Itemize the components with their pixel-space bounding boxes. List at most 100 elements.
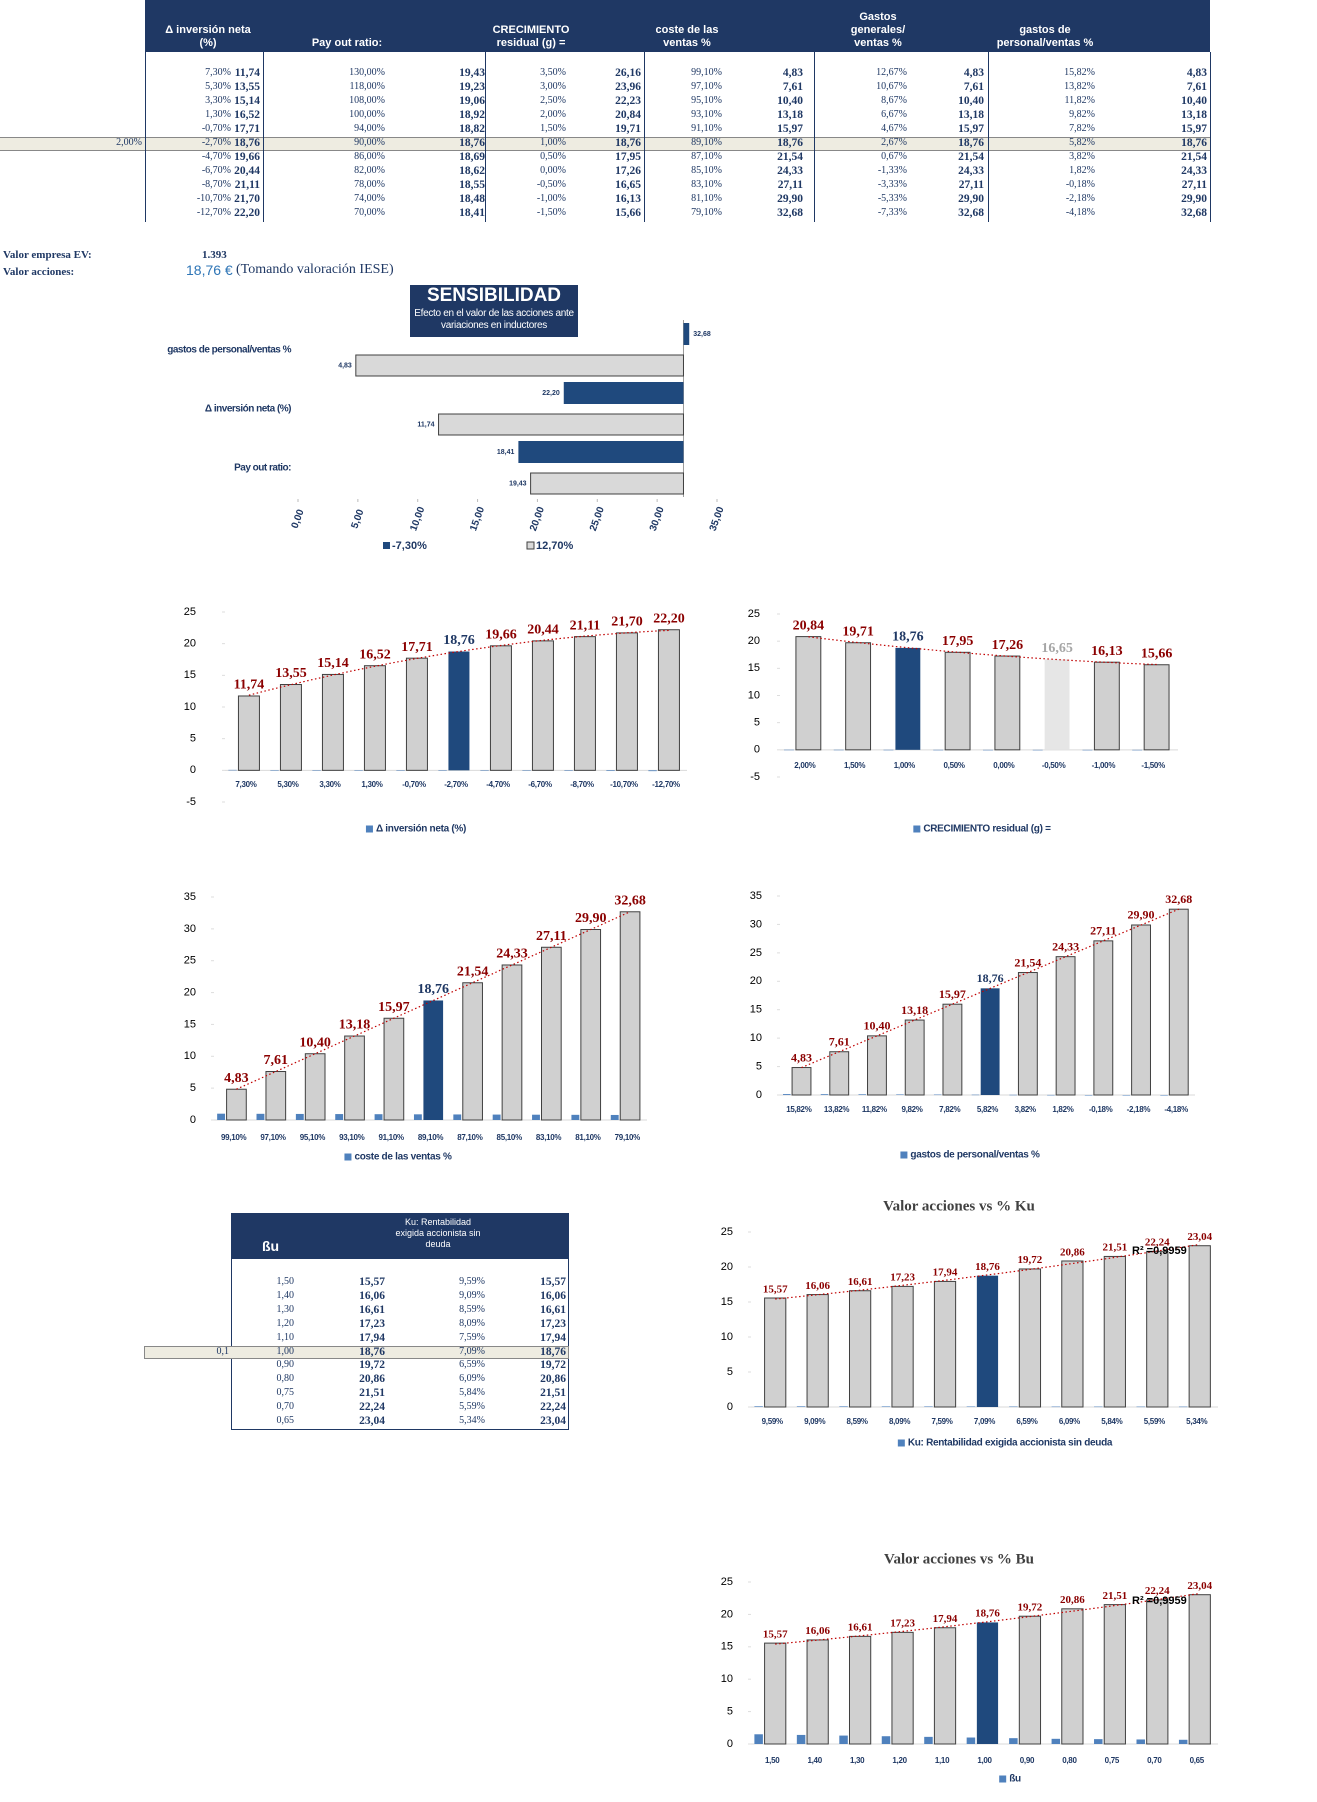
data-label: 32,68 bbox=[614, 894, 646, 909]
param-cell: 93,10% bbox=[691, 109, 722, 120]
param-cell: 9,09% bbox=[459, 1289, 485, 1301]
x-tick-label: -6,70% bbox=[528, 780, 552, 789]
bar bbox=[396, 770, 405, 771]
x-tick-label: 1,30% bbox=[361, 780, 382, 789]
data-label: 24,33 bbox=[1052, 939, 1079, 953]
bar bbox=[265, 1071, 287, 1121]
data-label: 21,11 bbox=[570, 618, 601, 633]
x-tick-label: 30,00 bbox=[648, 505, 667, 533]
param-cell: -5,33% bbox=[877, 193, 907, 204]
bar bbox=[541, 946, 562, 1121]
value-cell: 16,61 bbox=[359, 1303, 385, 1316]
param-cell: -2,70% bbox=[201, 137, 231, 148]
bar bbox=[980, 988, 1000, 1095]
value-cell: 21,70 bbox=[234, 193, 260, 205]
x-tick-label: -0,18% bbox=[1089, 1105, 1113, 1114]
bar bbox=[530, 472, 684, 495]
param-cell: 91,10% bbox=[691, 123, 722, 134]
bar bbox=[1051, 1406, 1061, 1408]
bar bbox=[237, 695, 260, 771]
bar bbox=[796, 1406, 806, 1407]
value-cell: 10,40 bbox=[958, 95, 984, 107]
param-cell: -10,70% bbox=[196, 193, 231, 204]
y-tick-label: 15 bbox=[184, 1018, 196, 1030]
title-box bbox=[410, 285, 578, 337]
bar bbox=[1093, 661, 1120, 751]
bar bbox=[783, 1094, 791, 1095]
value-cell: 23,04 bbox=[540, 1415, 566, 1427]
value-cell: 18,76 bbox=[459, 137, 485, 149]
y-tick-label: 5 bbox=[727, 1366, 733, 1378]
param-cell: 1,20 bbox=[276, 1317, 295, 1329]
param-cell: 81,10% bbox=[691, 193, 722, 204]
data-label: 15,97 bbox=[939, 987, 966, 1001]
param-cell: 13,82% bbox=[1064, 81, 1095, 92]
param-cell: 5,82% bbox=[1069, 137, 1095, 148]
data-label: 18,76 bbox=[975, 1608, 1000, 1620]
data-label: 20,84 bbox=[793, 618, 825, 633]
param-cell: 95,10% bbox=[691, 95, 722, 106]
param-cell: 86,00% bbox=[354, 151, 385, 162]
bar bbox=[480, 770, 489, 771]
x-tick-label: 10,00 bbox=[408, 505, 427, 533]
value-cell: 21,11 bbox=[234, 179, 260, 191]
data-label: 17,23 bbox=[890, 1618, 915, 1630]
trendline bbox=[775, 1243, 1200, 1300]
y-tick-label: 5 bbox=[754, 717, 760, 729]
y-tick-label: 25 bbox=[721, 1576, 733, 1588]
value-cell: 18,69 bbox=[459, 151, 485, 163]
x-tick-label: 1,40 bbox=[807, 1756, 822, 1765]
bar bbox=[489, 645, 512, 771]
bar bbox=[891, 1285, 914, 1408]
bar bbox=[976, 1622, 999, 1744]
param-cell: 4,67% bbox=[881, 123, 907, 134]
param-cell: 83,10% bbox=[691, 179, 722, 190]
value-cell: 23,96 bbox=[615, 81, 641, 93]
param-cell: -0,50% bbox=[536, 179, 566, 190]
bar bbox=[754, 1734, 763, 1744]
bar bbox=[615, 632, 638, 771]
y-tick-label: 10 bbox=[721, 1673, 733, 1685]
value-cell: 18,92 bbox=[459, 109, 485, 121]
y-tick-label: 15 bbox=[184, 669, 196, 681]
value-cell: 7,61 bbox=[1186, 81, 1207, 93]
data-label: 13,55 bbox=[275, 666, 307, 681]
bar bbox=[374, 1114, 383, 1120]
x-tick-label: -10,70% bbox=[610, 780, 638, 789]
x-tick-label: 5,59% bbox=[1144, 1417, 1165, 1426]
data-label: 17,23 bbox=[890, 1272, 915, 1284]
bar bbox=[1018, 1268, 1042, 1408]
bar bbox=[619, 911, 641, 1121]
bar bbox=[924, 1736, 933, 1744]
data-label: 4,83 bbox=[791, 1050, 812, 1064]
data-label: 18,76 bbox=[892, 630, 924, 645]
param-cell: 3,30% bbox=[205, 95, 231, 106]
value-cell: 21,54 bbox=[1181, 151, 1207, 163]
data-label: 18,76 bbox=[977, 971, 1004, 985]
bar bbox=[858, 1094, 867, 1095]
x-tick-label: 5,00 bbox=[349, 508, 366, 530]
x-tick-label: 3,82% bbox=[1015, 1105, 1036, 1114]
data-label: 19,72 bbox=[1018, 1254, 1043, 1266]
param-cell: 12,67% bbox=[876, 67, 907, 78]
bar bbox=[933, 1627, 957, 1745]
value-cell: 15,57 bbox=[359, 1276, 385, 1288]
x-tick-label: 0,65 bbox=[1190, 1756, 1205, 1765]
data-label: 16,52 bbox=[359, 647, 391, 662]
legend-swatch bbox=[999, 1775, 1007, 1783]
bar bbox=[839, 1406, 848, 1407]
param-cell: -8,70% bbox=[201, 179, 231, 190]
bar bbox=[423, 1000, 444, 1120]
legend-swatch bbox=[383, 542, 390, 549]
value-cell: 13,55 bbox=[234, 81, 260, 93]
x-tick-label: 6,59% bbox=[1016, 1417, 1037, 1426]
data-label: 21,51 bbox=[1102, 1590, 1127, 1602]
param-cell: 90,00% bbox=[354, 137, 385, 148]
x-tick-label: 3,30% bbox=[319, 780, 340, 789]
bar bbox=[806, 1639, 829, 1745]
bar bbox=[924, 1406, 933, 1407]
param-cell: 74,00% bbox=[354, 193, 385, 204]
bar bbox=[321, 673, 344, 771]
param-cell: 6,59% bbox=[459, 1359, 485, 1371]
value-cell: 15,66 bbox=[615, 207, 641, 219]
